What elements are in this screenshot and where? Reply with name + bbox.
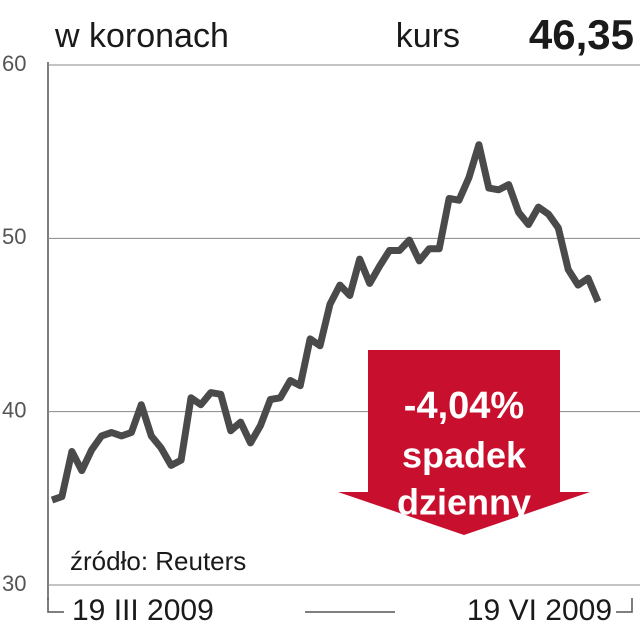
price-value: 46,35 bbox=[529, 11, 634, 58]
y-tick-label: 50 bbox=[2, 224, 26, 249]
annotation: spadek bbox=[402, 435, 527, 476]
annotation: -4,04% bbox=[404, 385, 524, 427]
x-bracket bbox=[616, 598, 633, 613]
y-tick-label: 60 bbox=[2, 51, 26, 76]
chart-title: w koronach bbox=[54, 17, 229, 55]
x-tick-label: 19 III 2009 bbox=[72, 594, 214, 627]
price-line bbox=[50, 141, 602, 504]
change-arrow bbox=[338, 350, 590, 535]
price-label: kurs bbox=[396, 17, 460, 55]
y-tick-label: 40 bbox=[2, 397, 26, 422]
x-bracket bbox=[47, 598, 64, 613]
x-tick-label: 19 VI 2009 bbox=[467, 594, 612, 627]
y-tick-label: 30 bbox=[2, 571, 26, 596]
source: źródło: Reuters bbox=[70, 546, 246, 576]
annotation: dzienny bbox=[397, 482, 531, 523]
